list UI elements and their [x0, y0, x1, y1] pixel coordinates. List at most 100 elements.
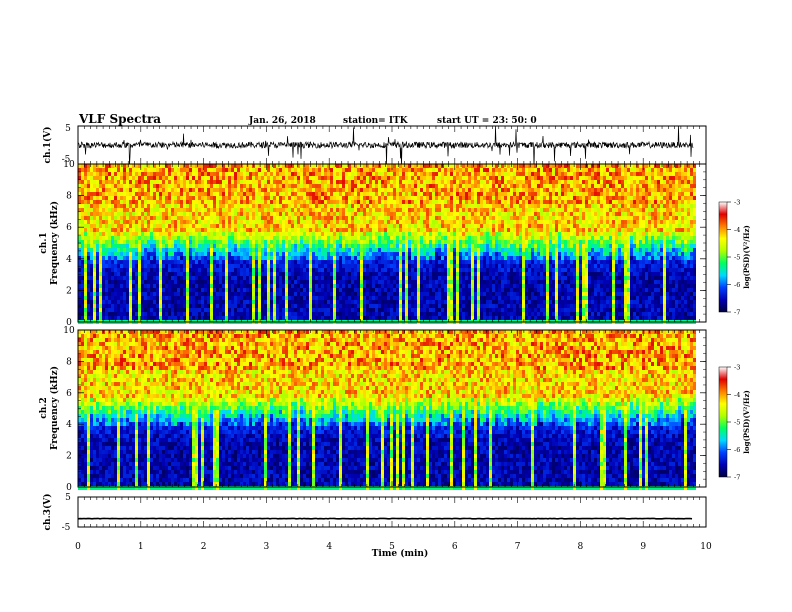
ch1-spectrogram-cell: [285, 196, 288, 200]
ch1-spectrogram-cell: [201, 252, 204, 256]
ch1-spectrogram-cell: [327, 248, 330, 252]
ch1-spectrogram-cell: [270, 172, 273, 176]
ch1-spectrogram-cell: [180, 172, 183, 176]
ch1-spectrogram-cell: [216, 248, 219, 252]
ch1-spectrogram-cell: [279, 244, 282, 248]
ch1-spectrogram-cell: [273, 176, 276, 180]
ch1-spectrogram-cell: [441, 296, 444, 300]
ch1-spectrogram-cell: [360, 272, 363, 276]
ch1-spectrogram-cell: [90, 184, 93, 188]
ch1-spectrogram-cell: [123, 316, 126, 320]
ch1-spectrogram-cell: [198, 268, 201, 272]
ch1-spectrogram-cell: [246, 220, 249, 224]
ch1-spectrogram-cell: [186, 288, 189, 292]
ch1-spectrogram-cell: [168, 188, 171, 192]
ch1-spectrogram-cell: [219, 292, 222, 296]
ch1-spectrogram-cell: [390, 304, 393, 308]
ch1-spectrogram-cell: [285, 188, 288, 192]
ch1-spectrogram-cell: [435, 244, 438, 248]
ch1-spectrogram-cell: [429, 224, 432, 228]
ch1-spectrogram-cell: [312, 176, 315, 180]
ch1-spectrogram-cell: [111, 196, 114, 200]
ch1-spectrogram-cell: [147, 208, 150, 212]
ch1-spectrogram-cell: [183, 280, 186, 284]
ch1-spectrogram-cell: [84, 180, 87, 184]
ch1-spectrogram-cell: [135, 300, 138, 304]
ch1-spectrogram-cell: [408, 228, 411, 232]
ch1-spectrogram-cell: [372, 204, 375, 208]
ch1-spectrogram-cell: [342, 168, 345, 172]
ch1-spectrogram-cell: [183, 192, 186, 196]
ch1-spectrogram-cell: [288, 220, 291, 224]
ch1-spectrogram-cell: [126, 232, 129, 236]
ch1-spectrogram-cell: [414, 220, 417, 224]
ch1-spectrogram-cell: [219, 200, 222, 204]
ch1-spectrogram-cell: [261, 180, 264, 184]
ch1-spectrogram-cell: [183, 288, 186, 292]
ch1-spectrogram-cell: [255, 308, 258, 312]
ch1-spectrogram-cell: [285, 272, 288, 276]
ch1-spectrogram-cell: [174, 248, 177, 252]
ch1-spectrogram-cell: [303, 300, 306, 304]
ch1-spectrogram-cell: [225, 188, 228, 192]
ch1-spectrogram-cell: [417, 264, 420, 268]
ch1-spectrogram-cell: [396, 176, 399, 180]
ch1-spectrogram-cell: [372, 232, 375, 236]
ch1-spectrogram-cell: [447, 268, 450, 272]
ch1-spectrogram-cell: [417, 164, 420, 168]
ch1-spectrogram-cell: [105, 252, 108, 256]
ch1-spectrogram-cell: [402, 168, 405, 172]
ch1-spectrogram-cell: [435, 236, 438, 240]
ch1-spectrogram-cell: [90, 300, 93, 304]
ch1-spectrogram-cell: [333, 200, 336, 204]
ch1-spectrogram-cell: [180, 308, 183, 312]
ch1-spectrogram-cell: [213, 212, 216, 216]
ch1-spectrogram-cell: [285, 312, 288, 316]
ch1-spectrogram-cell: [87, 224, 90, 228]
ch1-spectrogram-cell: [87, 304, 90, 308]
ch1-spectrogram-cell: [444, 252, 447, 256]
ch1-spectrogram-cell: [234, 228, 237, 232]
ch1-spectrogram-cell: [345, 260, 348, 264]
ch1-spectrogram-cell: [147, 220, 150, 224]
ch1-spectrogram-cell: [210, 184, 213, 188]
ch1-spectrogram-cell: [192, 276, 195, 280]
ch1-spectrogram-cell: [156, 232, 159, 236]
ch1-spectrogram-cell: [441, 220, 444, 224]
ch1-spectrogram-cell: [141, 304, 144, 308]
ch1-spectrogram-cell: [201, 276, 204, 280]
ch1-spectrogram-cell: [294, 220, 297, 224]
ch1-spectrogram-cell: [138, 196, 141, 200]
ch1-spectrogram-cell: [240, 204, 243, 208]
ch1-spectrogram-cell: [135, 312, 138, 316]
ch1-spectrogram-cell: [222, 240, 225, 244]
ch1-spectrogram-cell: [258, 316, 261, 320]
ch1-spectrogram-cell: [228, 196, 231, 200]
ch1-spectrogram-cell: [306, 244, 309, 248]
ch1-spectrogram-cell: [291, 200, 294, 204]
ch1-spectrogram-cell: [321, 292, 324, 296]
ch1-spectrogram-cell: [441, 276, 444, 280]
ch1-spectrogram-cell: [198, 280, 201, 284]
ch1-spectrogram-cell: [234, 180, 237, 184]
ch1-spectrogram-cell: [228, 172, 231, 176]
ch1-spectrogram-cell: [135, 280, 138, 284]
ch1-spectrogram-cell: [315, 232, 318, 236]
ch1-spectrogram-cell: [300, 236, 303, 240]
ch1-spectrogram-cell: [288, 288, 291, 292]
ch1-spectrogram-cell: [84, 192, 87, 196]
ch1-spectrogram-cell: [351, 284, 354, 288]
ch1-spectrogram-cell: [138, 200, 141, 204]
ch1-spectrogram-cell: [261, 220, 264, 224]
ch1-spectrogram-cell: [138, 204, 141, 208]
ch1-spectrogram-cell: [168, 236, 171, 240]
ch1-spectrogram-cell: [276, 208, 279, 212]
ch1-spectrogram-cell: [291, 164, 294, 168]
ch1-spectrogram-cell: [90, 220, 93, 224]
ch1-spectrogram-cell: [369, 244, 372, 248]
ch1-spectrogram-cell: [237, 288, 240, 292]
ch1-spectrogram-cell: [444, 308, 447, 312]
ch1-spectrogram-cell: [249, 304, 252, 308]
ch1-spectrogram-cell: [228, 208, 231, 212]
ch1-spectrogram-cell: [381, 240, 384, 244]
